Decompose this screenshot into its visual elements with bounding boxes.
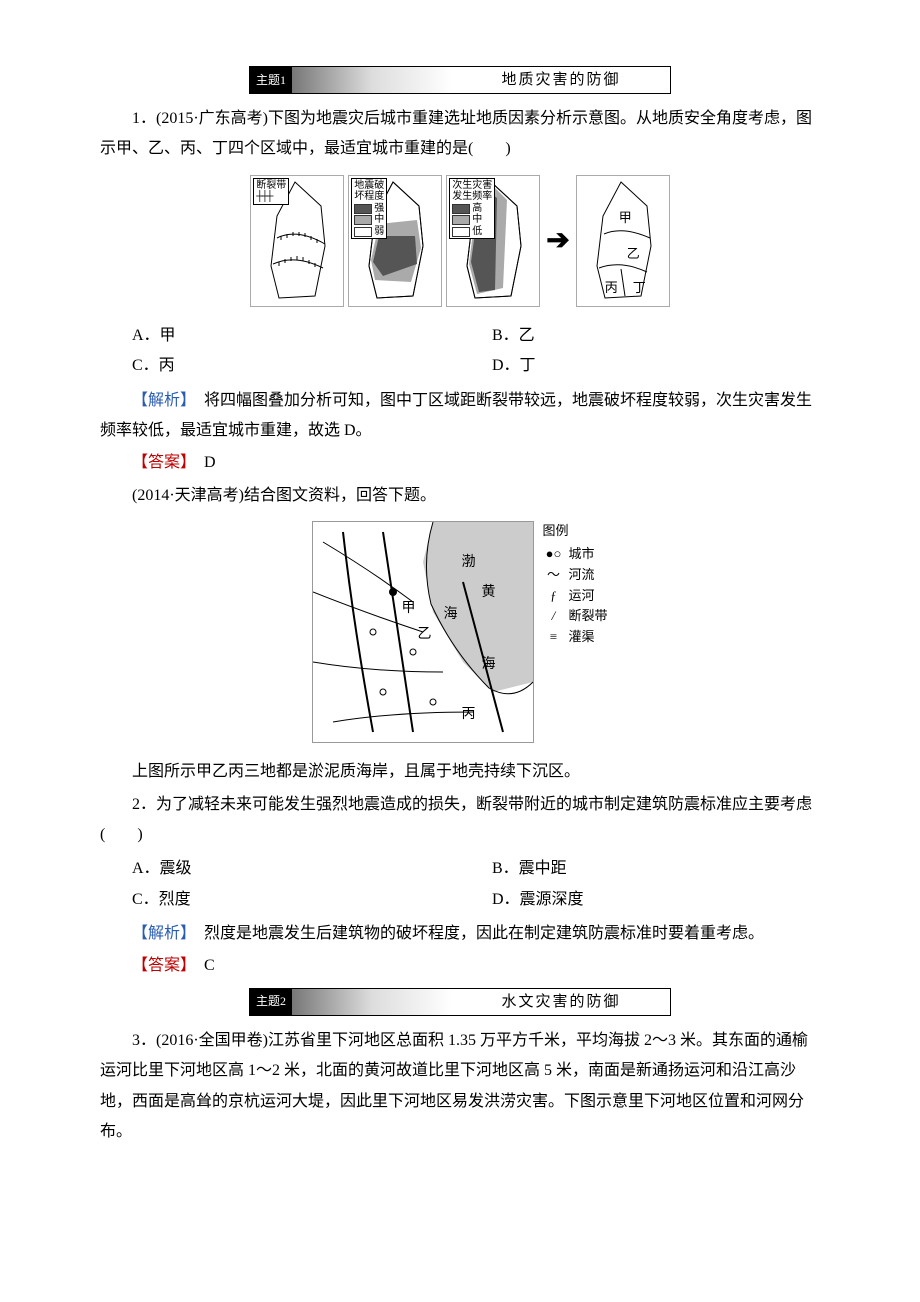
lg-t3: 断裂带 <box>568 606 607 627</box>
map-label-yi: 乙 <box>417 622 431 649</box>
answer-label-2: 【答案】 <box>132 957 188 974</box>
lg-t1: 河流 <box>568 565 594 586</box>
q1-stem: 1．(2015·广东高考)下图为地震灾后城市重建选址地质因素分析示意图。从地质安… <box>100 104 820 165</box>
q3-stem: 3．(2016·全国甲卷)江苏省里下河地区总面积 1.35 万平方千米，平均海拔… <box>100 1026 820 1148</box>
topic-2-gradient <box>292 989 452 1015</box>
q2-map: 渤 海 黄 海 甲 乙 丙 <box>312 521 534 743</box>
q1-panel-1-legend: 断裂带 ┼┼┼ <box>253 178 289 205</box>
q1-p2-r2: 弱 <box>374 226 384 238</box>
q1-option-d: D．丁 <box>460 351 820 381</box>
q1-figure: 断裂带 ┼┼┼ <box>100 175 820 307</box>
q2-options: A．震级 B．震中距 C．烈度 D．震源深度 <box>100 854 820 915</box>
q1-p4-l1: 甲 <box>619 206 632 231</box>
q2-analysis: 【解析】 烈度是地震发生后建筑物的破坏程度，因此在制定建筑防震标准时要着重考虑。 <box>100 919 820 949</box>
q1-panel-3: 次生灾害 发生频率 高 中 低 <box>446 175 540 307</box>
q1-p2-lt: 地震破 坏程度 <box>354 180 384 203</box>
arrow-icon: ➔ <box>546 214 569 267</box>
q2-figure: 渤 海 黄 海 甲 乙 丙 图例 ●○城市 〜河流 ƒ运河 /断裂带 ≡灌渠 <box>100 521 820 743</box>
analysis-label-2: 【解析】 <box>132 925 188 942</box>
q1-figure-panels: 断裂带 ┼┼┼ <box>250 175 669 307</box>
q2-source: (2014·天津高考)结合图文资料，回答下题。 <box>100 481 820 511</box>
topic-1-tag: 主题1 <box>250 67 292 93</box>
lg-m4: ≡ <box>542 627 564 648</box>
lg-m0: ●○ <box>542 544 564 565</box>
q1-p1-legend-title: 断裂带 <box>256 180 286 192</box>
q1-option-c: C．丙 <box>100 351 460 381</box>
q1-options: A．甲 B．乙 C．丙 D．丁 <box>100 321 820 382</box>
q1-p4-l3: 丙 <box>605 276 618 301</box>
lg-m2: ƒ <box>542 586 564 607</box>
q2-option-d: D．震源深度 <box>460 885 820 915</box>
topic-1-gradient <box>292 67 452 93</box>
topic-2-box: 主题2 水文灾害的防御 <box>100 988 820 1016</box>
q1-panel-1: 断裂带 ┼┼┼ <box>250 175 344 307</box>
lg-m3: / <box>542 606 564 627</box>
answer-label: 【答案】 <box>132 454 188 471</box>
topic-1-inner: 主题1 地质灾害的防御 <box>249 66 671 94</box>
lg-t2: 运河 <box>568 586 594 607</box>
map-label-bohai: 渤 <box>461 550 475 577</box>
q2-stem: 2．为了减轻未来可能发生强烈地震造成的损失，断裂带附近的城市制定建筑防震标准应主… <box>100 790 820 851</box>
lg-m1: 〜 <box>542 565 564 586</box>
map-label-hai: 海 <box>443 602 457 629</box>
map-label-hai2: 海 <box>481 652 495 679</box>
topic-2-tag: 主题2 <box>250 989 292 1015</box>
q2-option-b: B．震中距 <box>460 854 820 884</box>
q1-p3-r0: 高 <box>472 203 482 215</box>
q2-analysis-text: 烈度是地震发生后建筑物的破坏程度，因此在制定建筑防震标准时要着重考虑。 <box>204 925 764 942</box>
q1-answer: 【答案】 D <box>100 448 820 478</box>
q1-option-a: A．甲 <box>100 321 460 351</box>
q1-analysis-text: 将四幅图叠加分析可知，图中丁区域距断裂带较远，地震破坏程度较弱，次生灾害发生频率… <box>100 392 812 439</box>
q1-panel-2: 地震破 坏程度 强 中 弱 <box>348 175 442 307</box>
lg-t4: 灌渠 <box>568 627 594 648</box>
map-label-jia: 甲 <box>401 596 415 623</box>
topic-1-title: 地质灾害的防御 <box>452 67 670 93</box>
q2-answer-text: C <box>204 957 215 974</box>
q1-p3-lt: 次生灾害 发生频率 <box>452 180 492 203</box>
q2-answer: 【答案】 C <box>100 951 820 981</box>
q1-p3-r1: 中 <box>472 214 482 226</box>
topic-1-box: 主题1 地质灾害的防御 <box>100 66 820 94</box>
q1-panel-4: 甲 乙 丙 丁 <box>576 175 670 307</box>
q1-p1-legend-mark: ┼┼┼ <box>256 191 286 203</box>
q1-option-b: B．乙 <box>460 321 820 351</box>
q1-panel-2-legend: 地震破 坏程度 强 中 弱 <box>351 178 387 240</box>
q1-panel-3-legend: 次生灾害 发生频率 高 中 低 <box>449 178 495 240</box>
topic-2-inner: 主题2 水文灾害的防御 <box>249 988 671 1016</box>
map-label-huang: 黄 <box>481 580 495 607</box>
q1-p3-r2: 低 <box>472 226 482 238</box>
map-label-bing: 丙 <box>461 702 475 729</box>
q1-p4-l2: 乙 <box>627 242 640 267</box>
analysis-label: 【解析】 <box>132 392 188 409</box>
lg-t0: 城市 <box>568 544 594 565</box>
topic-2-title: 水文灾害的防御 <box>452 989 670 1015</box>
q2-option-a: A．震级 <box>100 854 460 884</box>
q1-analysis: 【解析】 将四幅图叠加分析可知，图中丁区域距断裂带较远，地震破坏程度较弱，次生灾… <box>100 386 820 447</box>
q2-legend: 图例 ●○城市 〜河流 ƒ运河 /断裂带 ≡灌渠 <box>542 521 607 648</box>
q1-p2-r0: 强 <box>374 203 384 215</box>
q2-legend-title: 图例 <box>542 521 607 542</box>
q1-p4-l4: 丁 <box>633 276 646 301</box>
q2-caption: 上图所示甲乙丙三地都是淤泥质海岸，且属于地壳持续下沉区。 <box>100 757 820 787</box>
q1-p2-r1: 中 <box>374 214 384 226</box>
q2-option-c: C．烈度 <box>100 885 460 915</box>
q1-answer-text: D <box>204 454 216 471</box>
